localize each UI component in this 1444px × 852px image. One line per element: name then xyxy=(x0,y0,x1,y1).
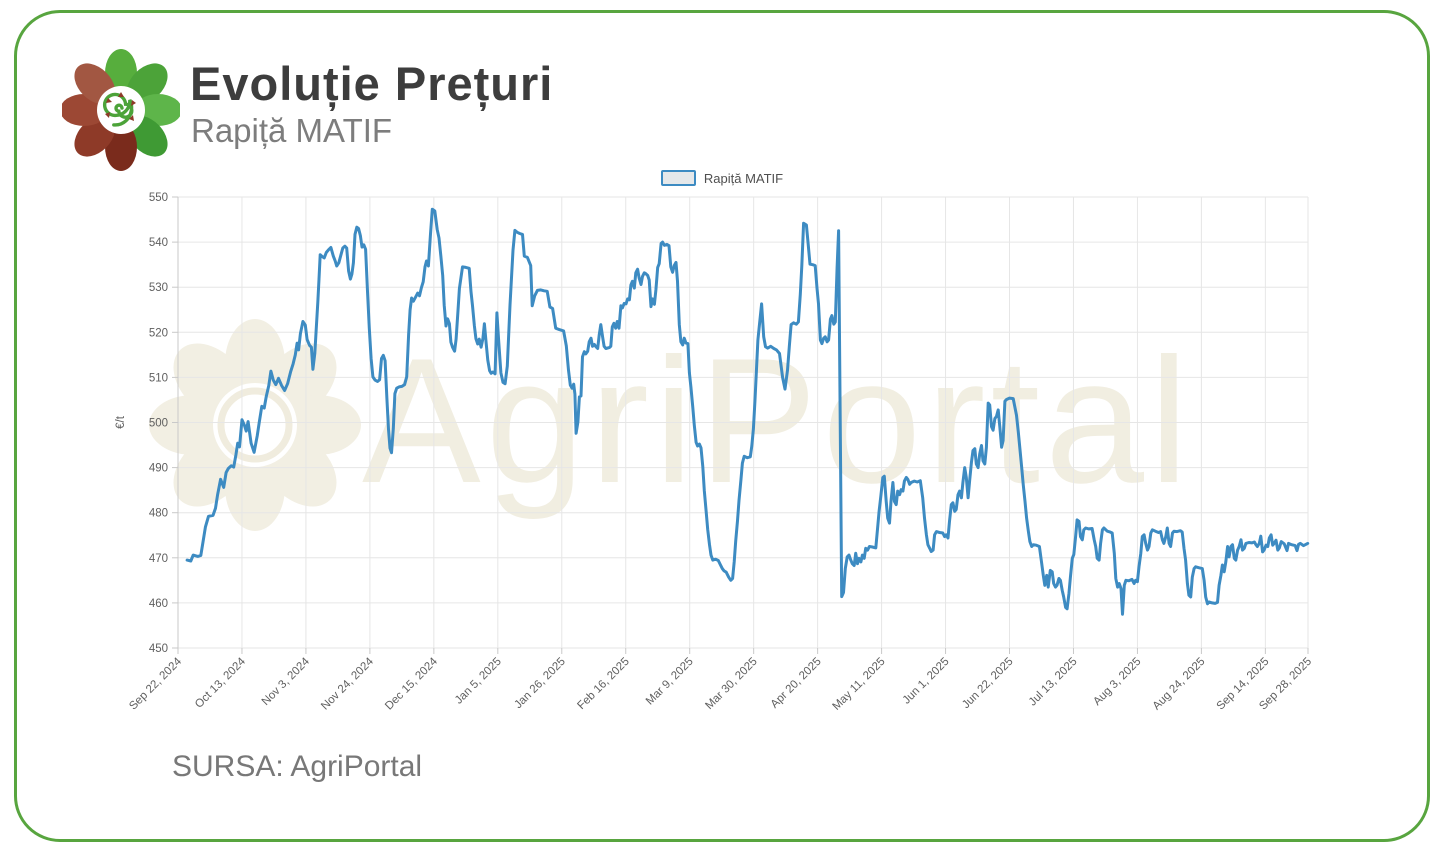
y-axis-tick-label: 460 xyxy=(149,598,168,610)
agriportal-logo-icon xyxy=(60,48,182,172)
y-axis-tick-label: 490 xyxy=(149,463,168,475)
x-axis-tick-label: Feb 16, 2025 xyxy=(575,656,631,712)
x-axis-tick-label: Nov 24, 2024 xyxy=(319,655,376,712)
x-axis-tick-label: Jan 26, 2025 xyxy=(512,656,568,712)
x-axis-tick-label: Jul 13, 2025 xyxy=(1027,656,1080,709)
y-axis-tick-label: 510 xyxy=(149,372,168,384)
x-axis-tick-label: Apr 20, 2025 xyxy=(769,656,824,711)
x-axis-tick-label: Sep 22, 2024 xyxy=(127,655,184,712)
y-axis-tick-label: 480 xyxy=(149,508,168,520)
y-axis-tick-label: 450 xyxy=(149,643,168,655)
x-axis-tick-label: Oct 13, 2024 xyxy=(193,655,248,710)
x-axis-tick-label: Dec 15, 2024 xyxy=(383,655,440,712)
y-axis-tick-label: 520 xyxy=(149,327,168,339)
source-text: SURSA: AgriPortal xyxy=(172,750,423,783)
watermark-flower-icon xyxy=(148,318,363,533)
y-axis-tick-label: 500 xyxy=(149,418,168,430)
y-axis-tick-label: 470 xyxy=(149,553,168,565)
x-axis-tick-label: Mar 30, 2025 xyxy=(703,656,759,712)
page-title: Evoluție Prețuri xyxy=(190,57,554,110)
x-axis-tick-label: Nov 3, 2024 xyxy=(260,655,313,708)
x-axis-tick-label: Jun 1, 2025 xyxy=(901,656,952,707)
x-axis-tick-label: May 11, 2025 xyxy=(831,656,888,713)
y-axis-title: €/t xyxy=(115,415,127,429)
x-axis-tick-label: Mar 9, 2025 xyxy=(644,656,696,708)
y-axis-tick-label: 530 xyxy=(149,282,168,294)
y-axis-tick-label: 550 xyxy=(149,192,168,204)
x-axis-tick-label: Aug 3, 2025 xyxy=(1091,656,1143,708)
x-axis-tick-label: Jun 22, 2025 xyxy=(960,656,1016,712)
x-axis-tick-label: Aug 24, 2025 xyxy=(1151,656,1208,713)
legend-swatch xyxy=(660,170,696,186)
price-line-series[interactable] xyxy=(185,207,1310,616)
page-subtitle: Rapiță MATIF xyxy=(191,112,393,149)
y-axis-tick-label: 540 xyxy=(149,237,168,249)
x-axis-tick-label: Jan 5, 2025 xyxy=(453,656,504,707)
legend-label: Rapiță MATIF xyxy=(703,170,784,186)
chart-legend[interactable]: Rapiță MATIF xyxy=(0,170,1444,186)
